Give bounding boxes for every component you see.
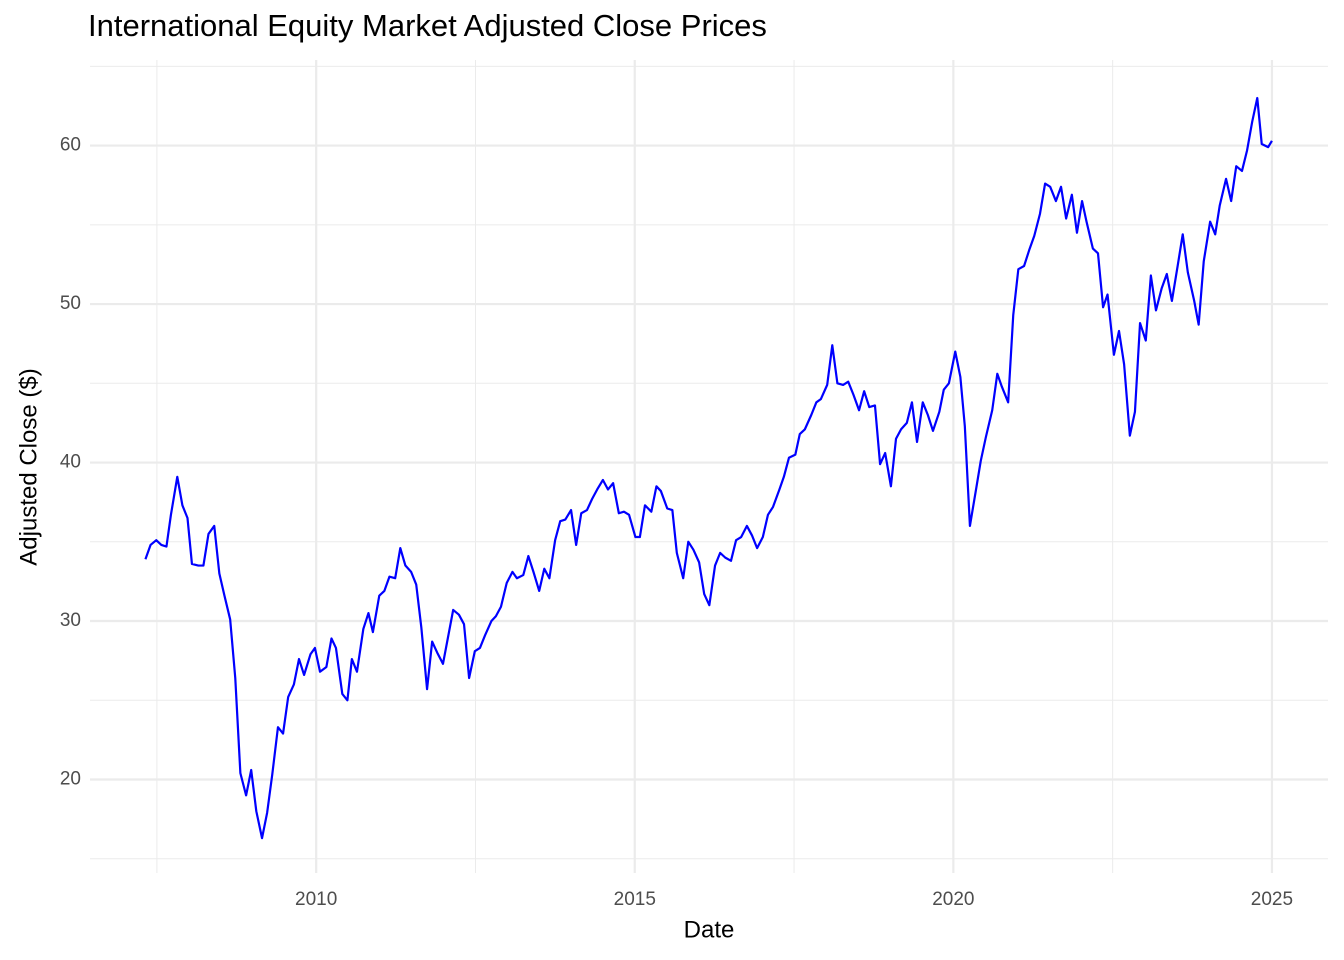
x-tick-label: 2010 (295, 889, 337, 910)
x-tick-label: 2020 (932, 889, 974, 910)
x-tick-label: 2025 (1251, 889, 1293, 910)
y-axis-title: Adjusted Close ($) (15, 368, 42, 565)
y-tick-label: 20 (60, 769, 81, 790)
y-tick-label: 60 (60, 135, 81, 156)
y-tick-label: 40 (60, 452, 81, 473)
grid (90, 60, 1328, 873)
x-axis-title: Date (684, 916, 735, 943)
y-tick-label: 50 (60, 293, 81, 314)
line (144, 96, 1273, 840)
x-tick-label: 2015 (614, 889, 656, 910)
chart-title: International Equity Market Adjusted Clo… (88, 8, 767, 43)
y-tick-label: 30 (60, 610, 81, 631)
